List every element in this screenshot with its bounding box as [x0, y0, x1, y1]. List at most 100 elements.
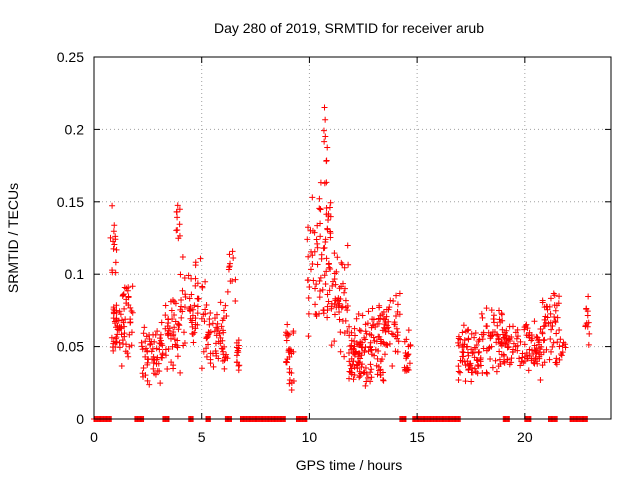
data-point: [496, 316, 503, 323]
data-point: [545, 320, 552, 327]
data-point: [209, 320, 216, 327]
data-point: [203, 302, 210, 309]
data-point: [367, 369, 374, 376]
data-point: [367, 361, 374, 368]
data-point: [324, 226, 331, 233]
data-point: [306, 283, 313, 290]
data-point: [222, 302, 229, 309]
data-point: [219, 348, 226, 355]
data-point: [174, 226, 181, 233]
data-point: [234, 347, 241, 354]
data-point: [162, 302, 169, 309]
data-point: [110, 309, 117, 316]
data-point: [320, 307, 327, 314]
data-point: [554, 339, 561, 346]
data-point: [181, 304, 188, 311]
data-point: [215, 355, 222, 362]
data-point: [189, 312, 196, 319]
data-point: [129, 283, 136, 290]
data-point: [556, 343, 563, 350]
data-point: [341, 285, 348, 292]
data-point: [380, 377, 387, 384]
data-point: [210, 363, 217, 370]
data-point: [510, 340, 517, 347]
data-point: [475, 349, 482, 356]
data-point: [186, 295, 193, 302]
data-point: [140, 364, 147, 371]
data-point: [517, 362, 524, 369]
data-point: [369, 305, 376, 312]
data-point: [312, 285, 319, 292]
data-point: [367, 378, 374, 385]
data-point: [307, 266, 314, 273]
data-point: [317, 288, 324, 295]
data-point: [406, 360, 413, 367]
data-point: [348, 355, 355, 362]
data-point: [586, 330, 593, 337]
data-point: [317, 179, 324, 186]
data-point: [286, 347, 293, 354]
data-point: [146, 336, 153, 343]
data-point: [493, 339, 500, 346]
data-point: [404, 351, 411, 358]
data-point: [188, 291, 195, 298]
data-point: [464, 358, 471, 365]
data-point: [150, 359, 157, 366]
data-point: [457, 336, 464, 343]
data-point: [488, 307, 495, 314]
data-point: [199, 284, 206, 291]
data-point: [494, 322, 501, 329]
data-point: [194, 303, 201, 310]
data-point: [350, 376, 357, 383]
data-point: [496, 336, 503, 343]
data-point: [304, 236, 311, 243]
data-point: [328, 342, 335, 349]
data-point: [167, 298, 174, 305]
data-point: [381, 351, 388, 358]
data-point: [526, 334, 533, 341]
data-point: [232, 276, 239, 283]
data-point: [501, 329, 508, 336]
data-point: [112, 335, 119, 342]
data-point: [142, 338, 149, 345]
data-point: [156, 346, 163, 353]
data-point: [491, 328, 498, 335]
data-point: [472, 329, 479, 336]
data-point: [467, 360, 474, 367]
data-point: [213, 324, 220, 331]
data-point: [554, 314, 561, 321]
data-point: [462, 362, 469, 369]
data-point: [460, 322, 467, 329]
data-point: [478, 331, 485, 338]
data-point: [149, 356, 156, 363]
data-point: [376, 302, 383, 309]
data-point: [194, 280, 201, 287]
data-point: [179, 287, 186, 294]
data-point: [540, 337, 547, 344]
data-point: [307, 227, 314, 234]
data-point: [316, 294, 323, 301]
data-point: [309, 194, 316, 201]
data-point: [157, 331, 164, 338]
data-point: [229, 278, 236, 285]
data-point: [169, 343, 176, 350]
data-point: [559, 342, 566, 349]
data-point: [357, 373, 364, 380]
data-point: [286, 365, 293, 372]
data-point: [310, 277, 317, 284]
data-point: [526, 352, 533, 359]
data-point: [351, 371, 358, 378]
data-point: [547, 310, 554, 317]
data-point: [162, 312, 169, 319]
data-point: [499, 326, 506, 333]
data-point: [305, 253, 312, 260]
data-point: [170, 332, 177, 339]
data-point: [316, 205, 323, 212]
data-point: [393, 325, 400, 332]
data-point: [206, 315, 213, 322]
data-point: [331, 276, 338, 283]
data-point: [516, 355, 523, 362]
data-point: [201, 318, 208, 325]
data-point: [176, 322, 183, 329]
